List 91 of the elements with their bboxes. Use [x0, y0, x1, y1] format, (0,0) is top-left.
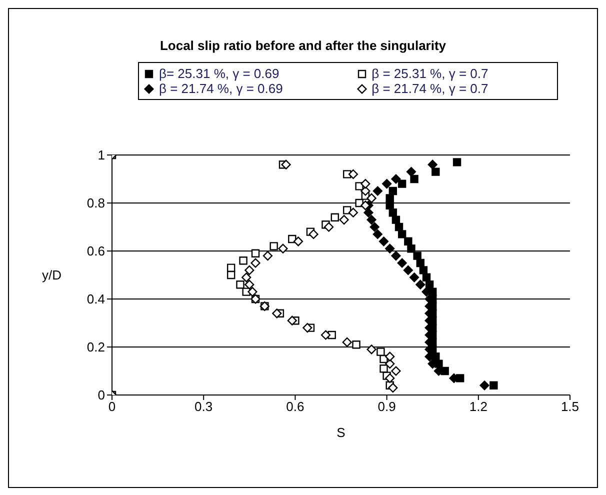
legend-label: β= 25.31 %, γ = 0.69	[159, 66, 280, 81]
point	[272, 308, 282, 318]
point	[366, 215, 376, 225]
point	[432, 168, 440, 176]
point	[397, 258, 407, 268]
point	[406, 167, 416, 177]
point	[378, 236, 389, 246]
y-tick-label: 0.6	[86, 244, 105, 259]
point	[391, 251, 401, 261]
point	[398, 180, 406, 188]
point	[391, 366, 401, 376]
point	[248, 287, 258, 297]
point	[348, 208, 358, 218]
point	[452, 158, 462, 166]
point	[339, 215, 349, 225]
x-tick-label: 0.3	[194, 399, 213, 414]
point	[409, 272, 420, 282]
point	[320, 330, 331, 340]
x-tick-label: 1.5	[560, 399, 580, 414]
point	[302, 323, 312, 333]
point	[348, 169, 358, 179]
legend-label: β = 21.74 %, γ = 0.7	[372, 81, 488, 96]
point	[385, 352, 395, 362]
point	[413, 252, 422, 260]
y-tick-label: 0.8	[86, 196, 105, 211]
point	[360, 186, 370, 196]
x-axis-title: S	[336, 425, 346, 440]
point	[428, 160, 438, 170]
point	[380, 364, 388, 373]
point	[391, 174, 401, 184]
point	[372, 186, 382, 196]
point	[490, 381, 498, 390]
point	[270, 242, 278, 250]
point	[239, 256, 248, 265]
point	[226, 264, 236, 272]
x-tick-label: 0.6	[286, 399, 304, 414]
point	[388, 383, 398, 393]
point	[370, 222, 380, 232]
point	[251, 249, 260, 258]
point	[281, 160, 291, 170]
point	[343, 206, 352, 214]
point	[287, 316, 297, 326]
point	[352, 340, 360, 349]
point	[278, 244, 288, 254]
point	[388, 186, 398, 196]
point	[416, 258, 424, 268]
y-tick-label: 0.2	[86, 340, 105, 355]
point	[242, 272, 252, 282]
point	[262, 251, 273, 261]
point	[419, 266, 428, 274]
point	[330, 213, 339, 222]
y-tick-label: 0.4	[86, 292, 105, 307]
chart-title: Local slip ratio before and after the singularity	[158, 38, 448, 53]
point	[244, 280, 254, 290]
legend-label: β = 25.31 %, γ = 0.7	[372, 66, 488, 81]
point	[236, 280, 244, 289]
point	[376, 348, 385, 356]
point	[403, 265, 413, 275]
point	[385, 244, 395, 254]
point	[407, 244, 416, 253]
point	[364, 208, 374, 218]
y-axis-title: y/D	[42, 268, 62, 283]
point	[410, 174, 418, 184]
point	[386, 194, 394, 202]
point	[360, 179, 370, 189]
point	[388, 208, 398, 217]
legend-label: β = 21.74 %, γ = 0.69	[159, 81, 283, 96]
point	[244, 265, 254, 275]
point	[366, 344, 376, 354]
point	[293, 236, 304, 246]
point	[308, 229, 318, 239]
x-tick-label: 0.9	[378, 399, 396, 414]
point	[404, 237, 412, 246]
point	[382, 179, 392, 189]
point	[250, 258, 260, 268]
x-tick-label: 1.2	[469, 399, 488, 414]
point	[324, 222, 334, 232]
point	[422, 273, 431, 282]
point	[416, 280, 426, 290]
point	[342, 337, 352, 347]
point	[372, 229, 382, 239]
point	[392, 216, 400, 224]
point	[480, 380, 490, 390]
point	[398, 230, 406, 238]
y-tick-label: 1	[98, 148, 105, 163]
y-tick-label: 0	[98, 388, 105, 403]
point	[385, 373, 395, 383]
x-tick-label: 0	[108, 399, 116, 414]
point	[360, 200, 370, 210]
point	[385, 359, 395, 369]
point	[394, 222, 404, 232]
